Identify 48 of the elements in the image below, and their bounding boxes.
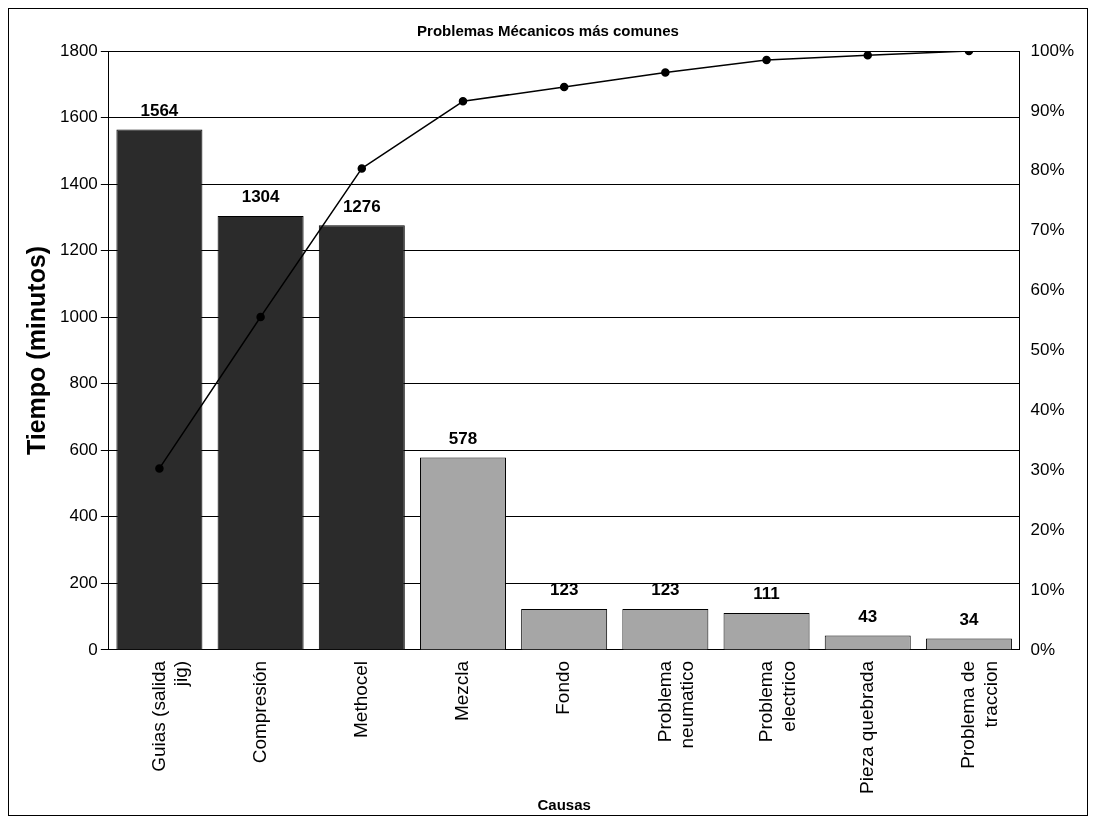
data-label: 43 (858, 606, 878, 626)
y-axis-title: Tiempo (minutos) (21, 245, 50, 456)
y-tick-label: 200 (69, 573, 98, 593)
y-tick-label: 800 (69, 373, 98, 393)
point (155, 464, 164, 473)
y2-tick-label: 70% (1030, 220, 1065, 240)
y2-tick-label: 80% (1030, 160, 1065, 180)
point (661, 68, 670, 77)
x-axis-title: Causas (537, 796, 591, 814)
y-tick-label: 0 (88, 639, 98, 659)
x-tick-label: Problema neumatico (653, 660, 698, 749)
y2-tick-label: 20% (1030, 519, 1065, 539)
point (762, 55, 771, 65)
point (559, 82, 569, 92)
data-label: 1276 (342, 196, 381, 216)
y-tick-label: 1800 (59, 40, 98, 60)
y-tick-label: 400 (69, 506, 98, 526)
data-label: 34 (959, 609, 979, 629)
x-tick-label: Methocel (350, 660, 372, 739)
data-label: 1564 (140, 100, 179, 120)
y-tick-label: 1200 (59, 240, 98, 260)
y2-tick-label: 0% (1030, 639, 1056, 659)
y-tick-label: 1400 (59, 173, 98, 193)
y2-tick-label: 30% (1030, 459, 1065, 479)
x-tick-label: Fondo (552, 660, 574, 715)
y2-tick-label: 40% (1030, 400, 1065, 420)
y2-tick-label: 90% (1030, 100, 1065, 120)
y-tick-label: 1600 (59, 107, 98, 127)
x-tick-label: Mezcla (451, 660, 473, 722)
x-tick-label: Problema de traccion (957, 660, 1001, 769)
data-label: 578 (448, 428, 478, 448)
chart-title: Problemas Mécanicos más comunes (417, 22, 679, 40)
y2-tick-label: 50% (1030, 340, 1065, 360)
data-label: 1304 (241, 187, 281, 207)
x-tick-label: Pieza quebrada (855, 660, 877, 795)
y2-tick-label: 60% (1030, 280, 1065, 300)
point (863, 51, 872, 60)
x-tick-label: Compresión (248, 660, 270, 764)
x-tick-label: Problema electrico (754, 660, 799, 743)
point (458, 97, 468, 106)
y2-tick-label: 100% (1030, 40, 1074, 60)
x-tick-label: Guias (salida jig) (147, 660, 192, 772)
y-tick-label: 600 (69, 439, 98, 459)
data-label: 111 (753, 584, 780, 604)
y2-tick-label: 10% (1030, 579, 1065, 599)
y-tick-label: 1000 (59, 306, 98, 326)
point (357, 164, 367, 173)
point (256, 312, 265, 322)
